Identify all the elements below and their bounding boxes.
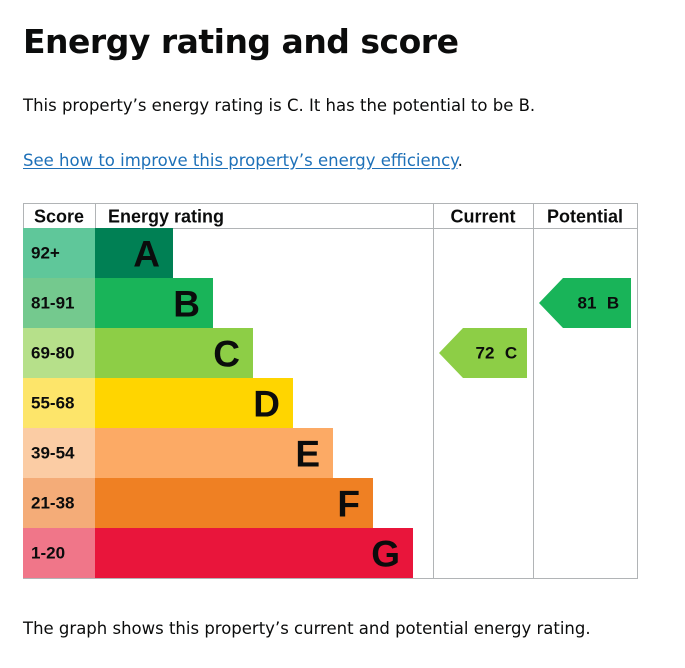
rating-bar-c	[95, 328, 253, 378]
score-range-a: 92+	[31, 244, 60, 263]
rating-bar-a	[95, 228, 173, 278]
rating-letter-f: F	[337, 484, 360, 525]
score-cell-f	[23, 478, 95, 528]
rating-letter-d: D	[253, 384, 280, 425]
header-score: Score	[34, 207, 84, 227]
score-cell-b	[23, 278, 95, 328]
rating-letter-b: B	[173, 284, 200, 325]
chart-footnote: The graph shows this property’s current …	[23, 619, 591, 638]
rating-letter-c: C	[213, 334, 240, 375]
score-cell-g	[23, 528, 95, 578]
header-current: Current	[450, 207, 515, 227]
score-range-g: 1-20	[31, 544, 65, 563]
score-range-c: 69-80	[31, 344, 74, 363]
rating-summary: This property’s energy rating is C. It h…	[23, 96, 536, 115]
rating-bar-g	[95, 528, 413, 578]
link-suffix: .	[457, 151, 463, 170]
improve-link-line: See how to improve this property’s energ…	[23, 149, 463, 173]
rating-bar-b	[95, 278, 213, 328]
score-cell-c	[23, 328, 95, 378]
potential-rating-marker	[539, 278, 631, 328]
rating-letter-a: A	[133, 234, 160, 275]
potential-rating-letter: B	[607, 294, 619, 313]
rating-bar-e	[95, 428, 333, 478]
potential-rating-score: 81	[578, 294, 597, 313]
score-cell-d	[23, 378, 95, 428]
score-cell-a	[23, 228, 95, 278]
rating-letter-e: E	[295, 434, 320, 475]
score-range-b: 81-91	[31, 294, 74, 313]
header-energy-rating: Energy rating	[108, 207, 224, 227]
page-title: Energy rating and score	[23, 22, 459, 61]
improve-efficiency-link[interactable]: See how to improve this property’s energ…	[23, 151, 458, 170]
rating-letter-g: G	[371, 534, 400, 575]
current-rating-score: 72	[476, 344, 495, 363]
score-range-d: 55-68	[31, 394, 74, 413]
current-rating-letter: C	[505, 344, 517, 363]
current-rating-marker	[439, 328, 527, 378]
header-potential: Potential	[547, 207, 623, 227]
rating-bar-d	[95, 378, 293, 428]
score-cell-e	[23, 428, 95, 478]
score-range-e: 39-54	[31, 444, 75, 463]
score-range-f: 21-38	[31, 494, 74, 513]
rating-bar-f	[95, 478, 373, 528]
